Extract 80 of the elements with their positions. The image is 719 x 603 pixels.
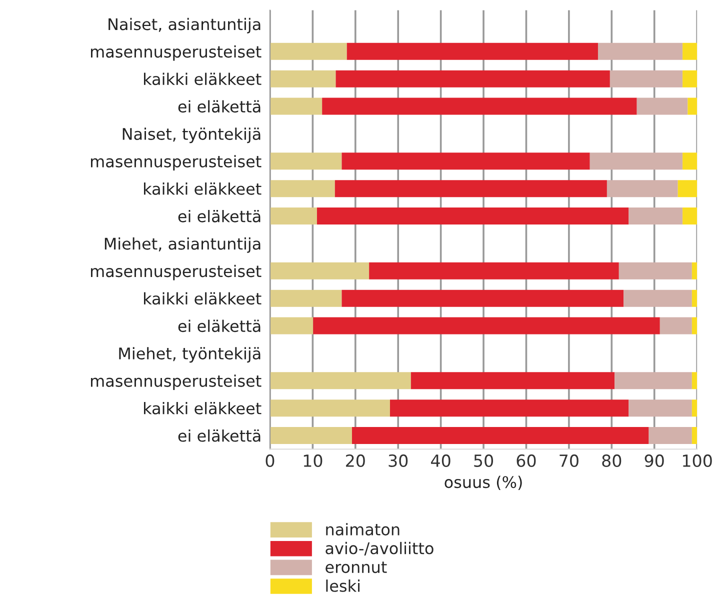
bar (342, 152, 590, 170)
bar (270, 180, 335, 198)
x-tick-label: 40 (431, 454, 450, 467)
bar (270, 152, 342, 170)
bar (334, 180, 607, 198)
bar (390, 400, 629, 417)
bar (342, 290, 624, 307)
bar (678, 180, 698, 198)
bar (682, 152, 698, 170)
bar (590, 152, 683, 170)
bar (692, 427, 698, 444)
x-tick-label: 80 (602, 454, 622, 467)
y-tick-label: masennusperusteiset (91, 155, 262, 171)
bar (598, 42, 683, 60)
bar (688, 98, 698, 115)
y-tick-label: kaikki eläkkeet (144, 182, 262, 195)
bar (346, 42, 598, 60)
bar (618, 262, 692, 280)
x-tick-label: 50 (474, 454, 494, 467)
bar (692, 262, 698, 280)
bar (270, 208, 317, 225)
bar (636, 98, 688, 115)
y-tick-label: ei eläkettä (178, 100, 260, 113)
y-tick-label: kaikki eläkkeet (144, 402, 262, 414)
x-tick-label: 90 (644, 454, 664, 467)
bar (682, 70, 698, 88)
x-tick-label: 10 (304, 454, 322, 467)
bar (628, 208, 683, 225)
x-tick-label: 0 (266, 454, 274, 467)
y-tick-label: Naiset, työntekijä (122, 128, 260, 144)
y-tick-label: Miehet, asiantuntija (104, 237, 260, 253)
y-tick-label: ei eläkettä (178, 320, 260, 332)
y-tick-label: kaikki eläkkeet (144, 72, 262, 86)
bar (313, 317, 660, 334)
y-tick-label: ei eläkettä (178, 210, 260, 222)
bar (322, 98, 637, 115)
legend-label: naimaton (326, 523, 400, 536)
y-tick-label: masennusperusteiset (91, 264, 262, 280)
bar (682, 208, 698, 225)
x-tick-label: 60 (516, 454, 536, 467)
bar (606, 180, 678, 198)
y-tick-label: ei eläkettä (178, 429, 260, 442)
bar (660, 317, 692, 334)
y-tick-label: masennusperusteiset (91, 45, 262, 61)
bar (692, 400, 698, 417)
legend-label: eronnut (326, 562, 387, 574)
y-tick-label: Miehet, työntekijä (119, 347, 260, 363)
bar (270, 42, 347, 60)
bar (270, 427, 352, 444)
x-tick-label: 20 (346, 454, 365, 467)
y-tick-label: Naiset, asiantuntija (108, 18, 260, 34)
bar (692, 372, 698, 390)
legend-label: avio-/avoliitto (326, 542, 434, 556)
bar (316, 208, 629, 225)
bar (270, 400, 390, 417)
bar (614, 372, 692, 390)
y-tick-label: masennusperusteiset (91, 374, 262, 390)
bar (270, 317, 314, 334)
bar (270, 98, 322, 115)
legend-label: leski (326, 580, 360, 592)
x-tick-label: 30 (388, 454, 408, 467)
y-tick-label: kaikki eläkkeet (144, 292, 262, 305)
bar (270, 372, 411, 390)
bar (682, 42, 698, 60)
bar (692, 290, 698, 307)
bar (648, 427, 692, 444)
bar (410, 372, 615, 390)
bar (624, 290, 692, 307)
x-axis-title: osuus (%) (444, 476, 522, 490)
bar (270, 290, 342, 307)
bar (628, 400, 692, 417)
bar (352, 427, 649, 444)
bar (369, 262, 619, 280)
bar (270, 70, 336, 88)
bar (692, 317, 698, 334)
bar (270, 262, 370, 280)
x-tick-label: 100 (682, 454, 712, 467)
bar (610, 70, 683, 88)
bar (336, 70, 610, 88)
x-tick-label: 70 (560, 454, 578, 467)
